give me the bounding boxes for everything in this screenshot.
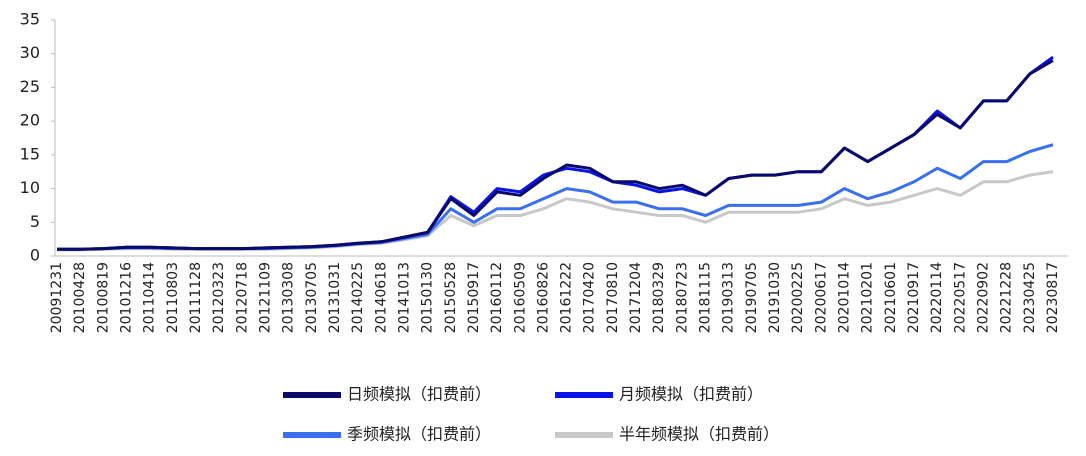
x-tick-label: 20111128 — [188, 262, 204, 333]
x-tick-label: 20190313 — [721, 262, 737, 333]
x-tick-label: 20140618 — [373, 262, 389, 333]
series-line — [57, 170, 1054, 252]
x-tick-label: 20140225 — [350, 262, 366, 333]
x-tick-label: 20200617 — [813, 262, 829, 333]
x-tick-label: 20160112 — [489, 262, 505, 333]
x-tick-label: 20101216 — [118, 262, 134, 333]
x-tick-label: 20190705 — [744, 262, 760, 333]
x-tick-label: 20110414 — [142, 262, 158, 333]
legend-label: 半年频模拟（扣费前） — [619, 425, 779, 444]
y-tick-label: 25 — [20, 77, 40, 96]
x-tick-label: 20220517 — [952, 262, 968, 333]
x-tick-label: 20091231 — [49, 262, 65, 333]
x-tick-label: 20200225 — [790, 262, 806, 333]
x-tick-label: 20120718 — [234, 262, 250, 333]
series-line — [57, 59, 1054, 251]
x-tick-label: 20130308 — [281, 262, 297, 333]
y-tick-label: 35 — [20, 10, 40, 29]
y-tick-label: 10 — [20, 178, 40, 197]
y-tick-label: 20 — [20, 111, 40, 130]
x-tick-label: 20100819 — [95, 262, 111, 333]
x-tick-label: 20180723 — [674, 262, 690, 333]
legend-label: 季频模拟（扣费前） — [347, 425, 491, 444]
legend-label: 月频模拟（扣费前） — [619, 385, 763, 404]
x-tick-label: 20181115 — [698, 262, 714, 333]
x-tick-label: 20170420 — [582, 262, 598, 333]
y-tick-label: 0 — [30, 246, 40, 265]
y-tick-label: 5 — [30, 212, 40, 231]
x-tick-label: 20150130 — [420, 262, 436, 333]
x-tick-label: 20150528 — [443, 262, 459, 333]
x-tick-label: 20220902 — [976, 262, 992, 333]
x-tick-label: 20210917 — [906, 262, 922, 333]
x-tick-label: 20210201 — [860, 262, 876, 333]
x-tick-label: 20230817 — [1045, 262, 1061, 333]
x-tick-label: 20210601 — [883, 262, 899, 333]
x-tick-label: 20110803 — [165, 262, 181, 333]
x-tick-label: 20230425 — [1022, 262, 1038, 333]
x-tick-label: 20180329 — [651, 262, 667, 333]
x-tick-label: 20191030 — [767, 262, 783, 333]
x-tick-label: 20161222 — [559, 262, 575, 333]
x-tick-label: 20170810 — [605, 262, 621, 333]
x-tick-label: 20121109 — [257, 262, 273, 333]
y-tick-label: 30 — [20, 43, 40, 62]
x-tick-label: 20220114 — [929, 262, 945, 333]
x-tick-label: 20130705 — [304, 262, 320, 333]
x-tick-label: 20120323 — [211, 262, 227, 333]
x-tick-label: 20160826 — [535, 262, 551, 333]
x-tick-label: 20171204 — [628, 262, 644, 333]
legend-label: 日频模拟（扣费前） — [347, 385, 491, 404]
x-tick-label: 20150917 — [466, 262, 482, 333]
x-tick-label: 20201014 — [837, 262, 853, 333]
x-tick-label: 20131031 — [327, 262, 343, 333]
x-tick-label: 20141013 — [396, 262, 412, 333]
x-tick-label: 20221228 — [999, 262, 1015, 333]
series-line — [57, 55, 1054, 251]
x-tick-label: 20100428 — [72, 262, 88, 333]
y-tick-label: 15 — [20, 144, 40, 163]
x-tick-label: 20160509 — [512, 262, 528, 333]
